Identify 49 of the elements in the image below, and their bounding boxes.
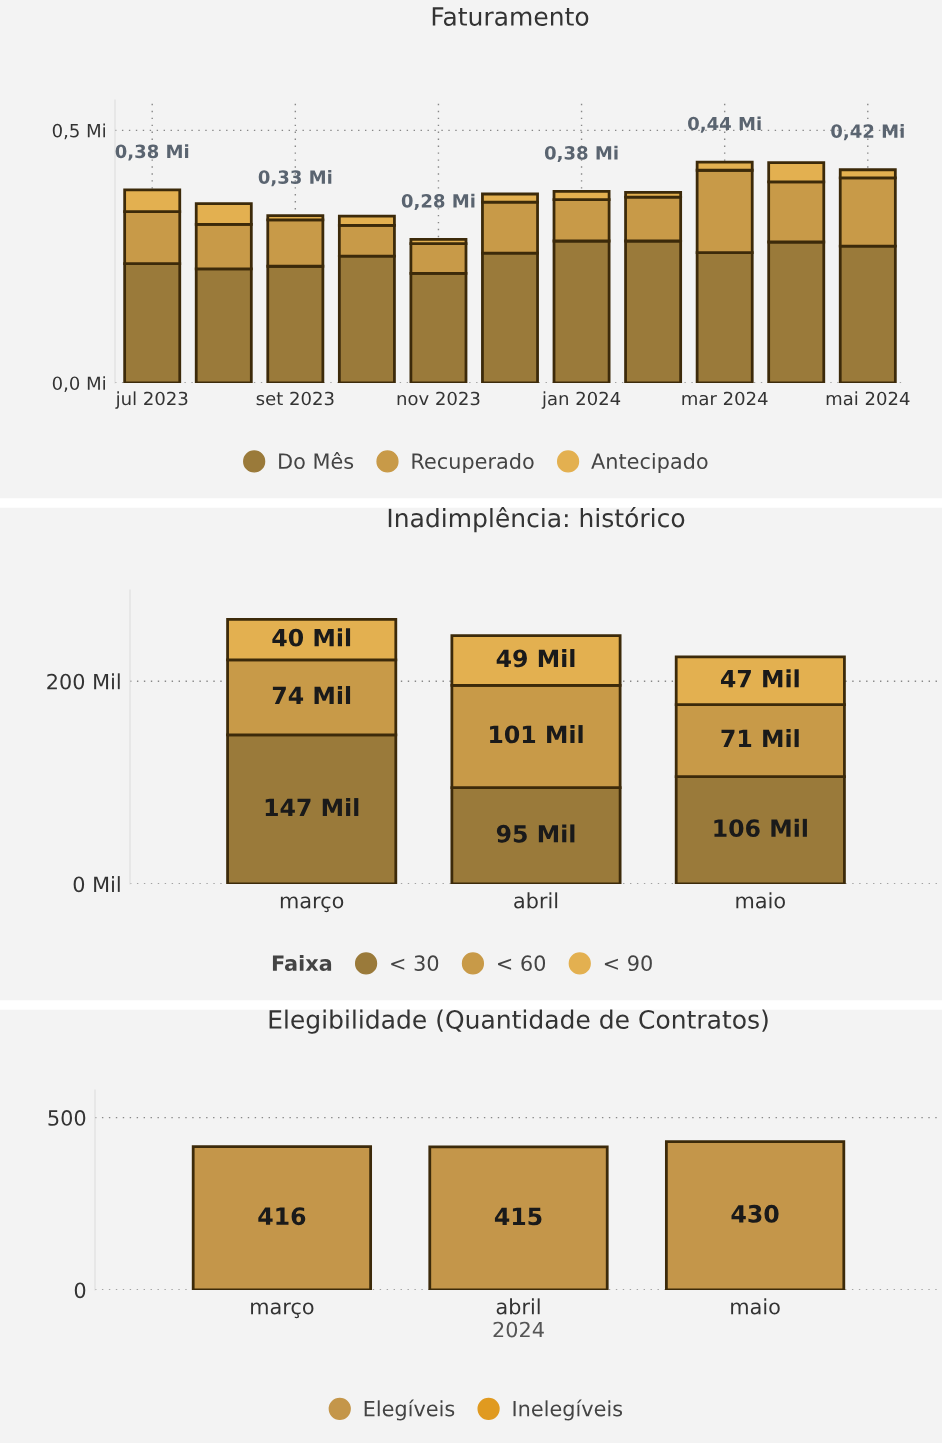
legend-title: Faixa bbox=[272, 954, 332, 972]
x-tick-label: abril bbox=[514, 892, 558, 909]
x-tick-label: set 2023 bbox=[256, 391, 334, 406]
y-tick-label: 0,0 Mi bbox=[52, 376, 105, 392]
data-label: 49 Mil bbox=[496, 649, 575, 668]
y-tick-label: 200 Mil bbox=[47, 673, 120, 690]
x-tick-label: jan 2024 bbox=[541, 391, 621, 409]
chart-title: Elegibilidade (Quantidade de Contratos) bbox=[269, 1009, 768, 1034]
data-label: 430 bbox=[731, 1204, 779, 1223]
total-label: 0,38 Mi bbox=[115, 144, 189, 161]
total-label: 0,42 Mi bbox=[831, 123, 904, 141]
data-label: 415 bbox=[494, 1207, 542, 1226]
data-label: 416 bbox=[258, 1207, 306, 1226]
data-label: 47 Mil bbox=[720, 669, 799, 688]
x-tick-label: março bbox=[251, 1302, 314, 1319]
x-tick-label: mai 2024 bbox=[826, 391, 910, 406]
x-tick-label: nov 2023 bbox=[397, 391, 480, 406]
x-tick-label: abril bbox=[496, 1298, 540, 1315]
data-label: 106 Mil bbox=[714, 818, 807, 838]
total-label: 0,28 Mi bbox=[401, 193, 475, 210]
chart-title: Inadimplência: histórico bbox=[388, 507, 685, 533]
x-tick-label: jul 2023 bbox=[115, 391, 188, 409]
chart-title: Faturamento bbox=[432, 7, 589, 26]
legend-label: Antecipado bbox=[591, 452, 708, 474]
x-axis-title: 2024 bbox=[493, 1321, 544, 1338]
data-label: 101 Mil bbox=[490, 725, 583, 744]
legend-label: Elegíveis bbox=[364, 1399, 455, 1421]
y-tick-label: 0 Mil bbox=[73, 876, 120, 893]
total-label: 0,33 Mi bbox=[258, 169, 332, 187]
data-label: 71 Mil bbox=[721, 729, 799, 748]
y-tick-label: 500 bbox=[48, 1110, 86, 1126]
x-tick-label: maio bbox=[736, 892, 785, 909]
legend-label: Do Mês bbox=[279, 452, 354, 470]
data-label: 147 Mil bbox=[265, 798, 359, 816]
data-label: 95 Mil bbox=[496, 824, 575, 843]
legend-label: Recuperado bbox=[412, 452, 534, 474]
legend-label: < 30 bbox=[391, 955, 439, 972]
y-tick-label: 0,5 Mi bbox=[52, 123, 105, 140]
data-label: 40 Mil bbox=[272, 628, 351, 647]
x-tick-label: mar 2024 bbox=[682, 391, 768, 406]
legend-label: Inelegíveis bbox=[513, 1399, 623, 1421]
x-tick-label: maio bbox=[731, 1298, 780, 1315]
data-label: 74 Mil bbox=[272, 686, 351, 704]
x-tick-label: março bbox=[280, 896, 344, 913]
y-tick-label: 0 bbox=[74, 1282, 86, 1299]
total-label: 0,38 Mi bbox=[544, 145, 618, 162]
legend-label: < 60 bbox=[498, 955, 546, 972]
total-label: 0,44 Mi bbox=[688, 116, 761, 133]
legend-label: < 90 bbox=[604, 955, 652, 972]
